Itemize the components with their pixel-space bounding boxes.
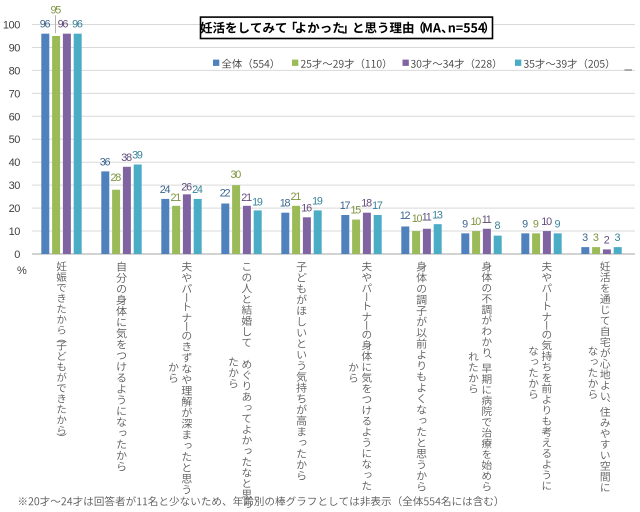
svg-text:60: 60 — [9, 111, 21, 123]
svg-text:24: 24 — [160, 184, 171, 196]
svg-text:100: 100 — [3, 20, 20, 32]
svg-text:8: 8 — [494, 220, 500, 232]
svg-text:3: 3 — [614, 232, 620, 244]
svg-text:18: 18 — [280, 198, 291, 210]
svg-text:16: 16 — [301, 202, 312, 214]
svg-text:0: 0 — [14, 249, 20, 261]
svg-text:10: 10 — [541, 216, 552, 228]
svg-text:22: 22 — [220, 187, 231, 199]
svg-text:70: 70 — [9, 88, 21, 100]
svg-text:18: 18 — [361, 198, 372, 210]
svg-text:2: 2 — [604, 234, 610, 246]
svg-text:21: 21 — [170, 192, 181, 204]
svg-text:80: 80 — [9, 65, 21, 77]
svg-text:15: 15 — [350, 205, 361, 217]
svg-text:38: 38 — [121, 152, 132, 164]
svg-text:26: 26 — [181, 181, 192, 193]
svg-text:17: 17 — [340, 200, 351, 212]
svg-text:11: 11 — [422, 211, 432, 223]
svg-text:10: 10 — [9, 226, 21, 238]
svg-text:96: 96 — [40, 19, 51, 31]
svg-text:9: 9 — [522, 218, 528, 230]
svg-text:11: 11 — [482, 214, 492, 226]
svg-text:36: 36 — [100, 156, 111, 168]
svg-text:%: % — [17, 265, 27, 277]
svg-text:30: 30 — [230, 169, 241, 181]
svg-text:13: 13 — [432, 209, 443, 221]
svg-text:3: 3 — [593, 232, 599, 244]
svg-text:40: 40 — [9, 157, 21, 169]
svg-text:21: 21 — [290, 191, 301, 203]
svg-text:17: 17 — [372, 200, 383, 212]
svg-text:30: 30 — [9, 180, 21, 192]
svg-text:90: 90 — [9, 43, 21, 55]
svg-text:3: 3 — [582, 232, 588, 244]
svg-text:39: 39 — [132, 150, 143, 162]
svg-text:20: 20 — [9, 203, 21, 215]
svg-text:21: 21 — [241, 192, 252, 204]
svg-text:10: 10 — [470, 216, 481, 228]
svg-text:28: 28 — [110, 172, 121, 184]
svg-text:95: 95 — [50, 5, 61, 17]
svg-text:10: 10 — [412, 213, 423, 225]
svg-text:9: 9 — [533, 218, 539, 230]
svg-text:96: 96 — [58, 19, 69, 31]
svg-text:24: 24 — [192, 184, 203, 196]
svg-text:96: 96 — [72, 19, 83, 31]
svg-text:19: 19 — [252, 197, 263, 209]
svg-text:9: 9 — [554, 218, 560, 230]
svg-text:9: 9 — [462, 218, 468, 230]
svg-text:50: 50 — [9, 134, 21, 146]
svg-text:19: 19 — [312, 195, 323, 207]
svg-text:12: 12 — [400, 210, 411, 222]
